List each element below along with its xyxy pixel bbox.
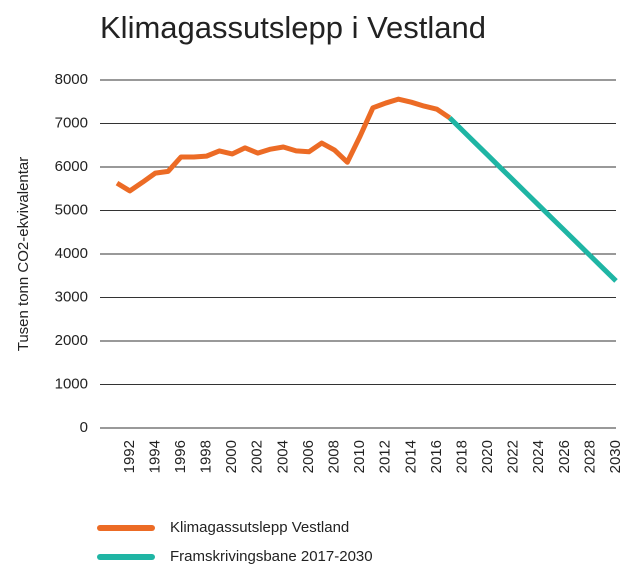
x-tick-label: 2018 xyxy=(453,440,470,473)
series-line xyxy=(115,96,452,194)
series-line xyxy=(447,116,618,283)
x-tick-label: 2012 xyxy=(377,440,394,473)
y-tick-label: 0 xyxy=(80,419,88,436)
x-tick-label: 2028 xyxy=(581,440,598,473)
y-tick-label: 4000 xyxy=(55,245,88,262)
x-tick-label: 2004 xyxy=(274,440,291,473)
y-tick-label: 8000 xyxy=(55,71,88,88)
x-tick-label: 2002 xyxy=(249,440,266,473)
x-tick-label: 2006 xyxy=(300,440,317,473)
x-tick-label: 2014 xyxy=(402,440,419,473)
chart-title: Klimagassutslepp i Vestland xyxy=(100,10,486,45)
y-tick-label: 7000 xyxy=(55,114,88,131)
y-tick-label: 2000 xyxy=(55,332,88,349)
legend-label: Framskrivingsbane 2017-2030 xyxy=(170,548,373,565)
x-tick-label: 2020 xyxy=(479,440,496,473)
x-tick-label: 2016 xyxy=(428,440,445,473)
y-tick-label: 6000 xyxy=(55,158,88,175)
x-tick-label: 2000 xyxy=(223,440,240,473)
x-tick-label: 2026 xyxy=(556,440,573,473)
x-tick-label: 1996 xyxy=(172,440,189,473)
x-tick-label: 1992 xyxy=(121,440,138,473)
x-tick-label: 2030 xyxy=(607,440,623,473)
y-tick-label: 1000 xyxy=(55,375,88,392)
y-axis-label: Tusen tonn CO2-ekvivalentar xyxy=(15,157,32,352)
x-tick-label: 1998 xyxy=(198,440,215,473)
x-tick-label: 2008 xyxy=(325,440,342,473)
x-tick-label: 1994 xyxy=(146,440,163,473)
y-tick-label: 3000 xyxy=(55,288,88,305)
x-tick-label: 2024 xyxy=(530,440,547,473)
legend-label: Klimagassutslepp Vestland xyxy=(170,519,349,536)
y-tick-label: 5000 xyxy=(55,201,88,218)
x-tick-label: 2010 xyxy=(351,440,368,473)
x-tick-label: 2022 xyxy=(505,440,522,473)
